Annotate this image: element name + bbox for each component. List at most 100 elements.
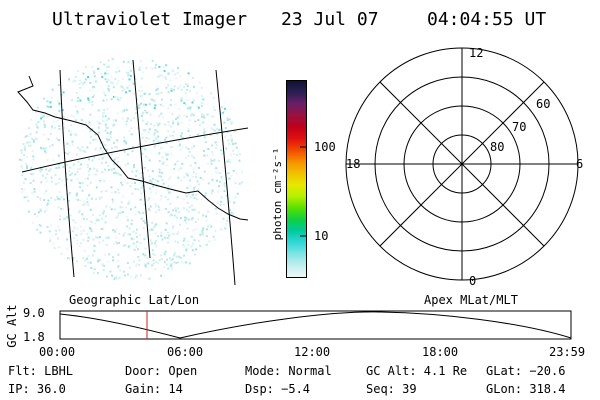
speckle [91, 159, 94, 162]
speckle [104, 115, 107, 118]
speckle [49, 105, 52, 108]
speckle [106, 108, 109, 111]
speckle [167, 198, 169, 201]
speckle [51, 125, 54, 128]
speckle [141, 112, 144, 115]
speckle [178, 139, 181, 142]
speckle [29, 133, 32, 135]
speckle [101, 157, 104, 160]
speckle [58, 127, 61, 130]
speckle [145, 136, 148, 139]
speckle [62, 115, 65, 118]
speckle [193, 187, 195, 190]
speckle [154, 66, 157, 69]
speckle [150, 242, 153, 245]
speckle [130, 219, 133, 221]
speckle [205, 220, 208, 222]
speckle [144, 166, 146, 169]
speckle [103, 180, 106, 183]
speckle [118, 242, 120, 244]
speckle [106, 132, 109, 135]
speckle [106, 119, 109, 122]
speckle [108, 138, 111, 141]
speckle [222, 110, 225, 113]
speckle [79, 167, 82, 170]
speckle [41, 112, 44, 115]
speckle [194, 185, 197, 188]
speckle [132, 230, 135, 233]
speckle [188, 107, 191, 110]
speckle [92, 214, 95, 217]
speckle [44, 150, 46, 153]
speckle [44, 177, 47, 180]
timeline-xtick-0: 00:00 [39, 345, 76, 359]
speckle [86, 197, 89, 200]
speckle [117, 172, 120, 175]
speckle [224, 127, 227, 130]
speckle [166, 237, 169, 240]
speckle [164, 152, 167, 155]
speckle [72, 230, 74, 233]
speckle [150, 181, 153, 184]
speckle [189, 179, 192, 182]
speckle [116, 278, 119, 281]
speckle [35, 110, 38, 113]
speckle [184, 103, 187, 106]
speckle [72, 80, 75, 83]
speckle [78, 181, 81, 184]
speckle [180, 179, 183, 182]
speckle [138, 107, 141, 110]
speckle [127, 273, 130, 276]
speckle [167, 91, 170, 94]
speckle [171, 112, 174, 115]
speckle [191, 194, 194, 197]
speckle [75, 134, 78, 137]
speckle [180, 122, 183, 125]
speckle [136, 263, 138, 265]
geo-grid-line [21, 127, 249, 173]
speckle [207, 210, 210, 213]
speckle [57, 84, 60, 87]
speckle [139, 180, 142, 183]
speckle [207, 148, 210, 150]
speckle [231, 139, 234, 142]
speckle [22, 143, 25, 145]
speckle [48, 145, 51, 148]
speckle [138, 89, 141, 92]
speckle [82, 257, 85, 259]
speckle [141, 119, 144, 122]
speckle [94, 148, 97, 151]
speckle [171, 69, 174, 72]
speckle [187, 105, 190, 108]
speckle [240, 170, 243, 173]
speckle [58, 246, 61, 249]
speckle [177, 177, 180, 179]
speckle [170, 89, 173, 92]
speckle [187, 240, 190, 243]
speckle [101, 141, 104, 144]
speckle [109, 81, 112, 84]
speckle [175, 209, 177, 212]
speckle [189, 164, 192, 167]
speckle [184, 83, 187, 86]
speckle [114, 145, 117, 148]
speckle [128, 84, 131, 87]
speckle [162, 266, 165, 269]
speckle [168, 191, 170, 194]
speckle [114, 241, 117, 244]
speckle [105, 126, 108, 129]
speckle [122, 110, 124, 113]
speckle [227, 139, 230, 142]
speckle [112, 119, 115, 122]
speckle [107, 78, 110, 81]
speckle [230, 174, 233, 177]
speckle [92, 158, 95, 161]
speckle [101, 161, 103, 164]
speckle [91, 103, 94, 106]
speckle [33, 213, 36, 216]
speckle [223, 190, 226, 193]
speckle [111, 274, 113, 277]
speckle [71, 140, 74, 143]
speckle [142, 253, 145, 256]
speckle [80, 233, 83, 236]
